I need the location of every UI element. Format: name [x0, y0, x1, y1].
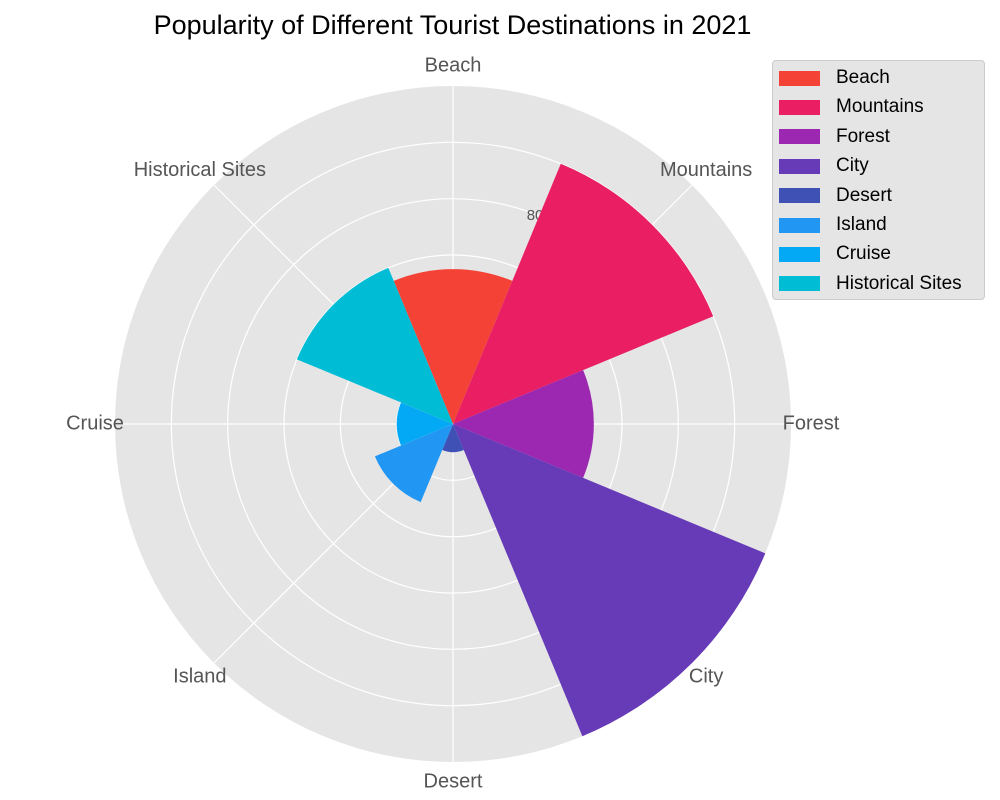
legend-label: Island [836, 214, 887, 235]
legend-item: Cruise [779, 242, 891, 266]
bar-mountains [453, 163, 714, 424]
angular-tick-label-historical-sites: Historical Sites [134, 159, 266, 181]
legend-label: Forest [836, 125, 890, 147]
legend-swatch [779, 158, 820, 174]
legend-item: Forest [779, 125, 890, 149]
bar-historical-sites [296, 267, 453, 424]
bar-cruise [396, 402, 453, 446]
bar-desert [442, 424, 464, 453]
angular-tick-label-island: Island [173, 665, 226, 687]
legend-item: Beach [779, 66, 890, 90]
legend-swatch [779, 188, 820, 204]
angular-tick-label-cruise: Cruise [66, 412, 124, 434]
legend-swatch [779, 99, 820, 115]
legend-swatch [779, 246, 820, 262]
legend-label: City [836, 155, 869, 177]
angular-tick-label-mountains: Mountains [660, 159, 752, 181]
angular-tick-label-beach: Beach [425, 54, 482, 76]
bar-beach [393, 269, 513, 424]
legend-swatch [779, 129, 820, 145]
legend-item: Desert [779, 184, 892, 208]
legend-swatch [779, 276, 820, 292]
legend-item: City [779, 154, 869, 178]
angular-tick-label-desert: Desert [424, 770, 483, 792]
legend-item: Island [779, 213, 887, 237]
legend-label: Historical Sites [836, 272, 962, 294]
legend-label: Desert [836, 184, 892, 206]
angular-tick-label-forest: Forest [783, 412, 840, 434]
legend-swatch [779, 70, 820, 86]
legend-label: Beach [836, 67, 890, 88]
bar-island [374, 424, 453, 503]
legend-label: Mountains [836, 96, 924, 118]
angular-tick-label-city: City [689, 665, 723, 687]
legend-swatch [779, 217, 820, 233]
chart-title: Popularity of Different Tourist Destinat… [153, 10, 752, 40]
bar-city [453, 424, 766, 737]
legend-label: Cruise [836, 243, 891, 265]
legend-item: Historical Sites [779, 272, 962, 296]
legend-item: Mountains [779, 95, 924, 119]
bar-forest [453, 370, 594, 478]
chart-legend: Beach Mountains Forest City Desert Island Crui… [772, 60, 985, 300]
